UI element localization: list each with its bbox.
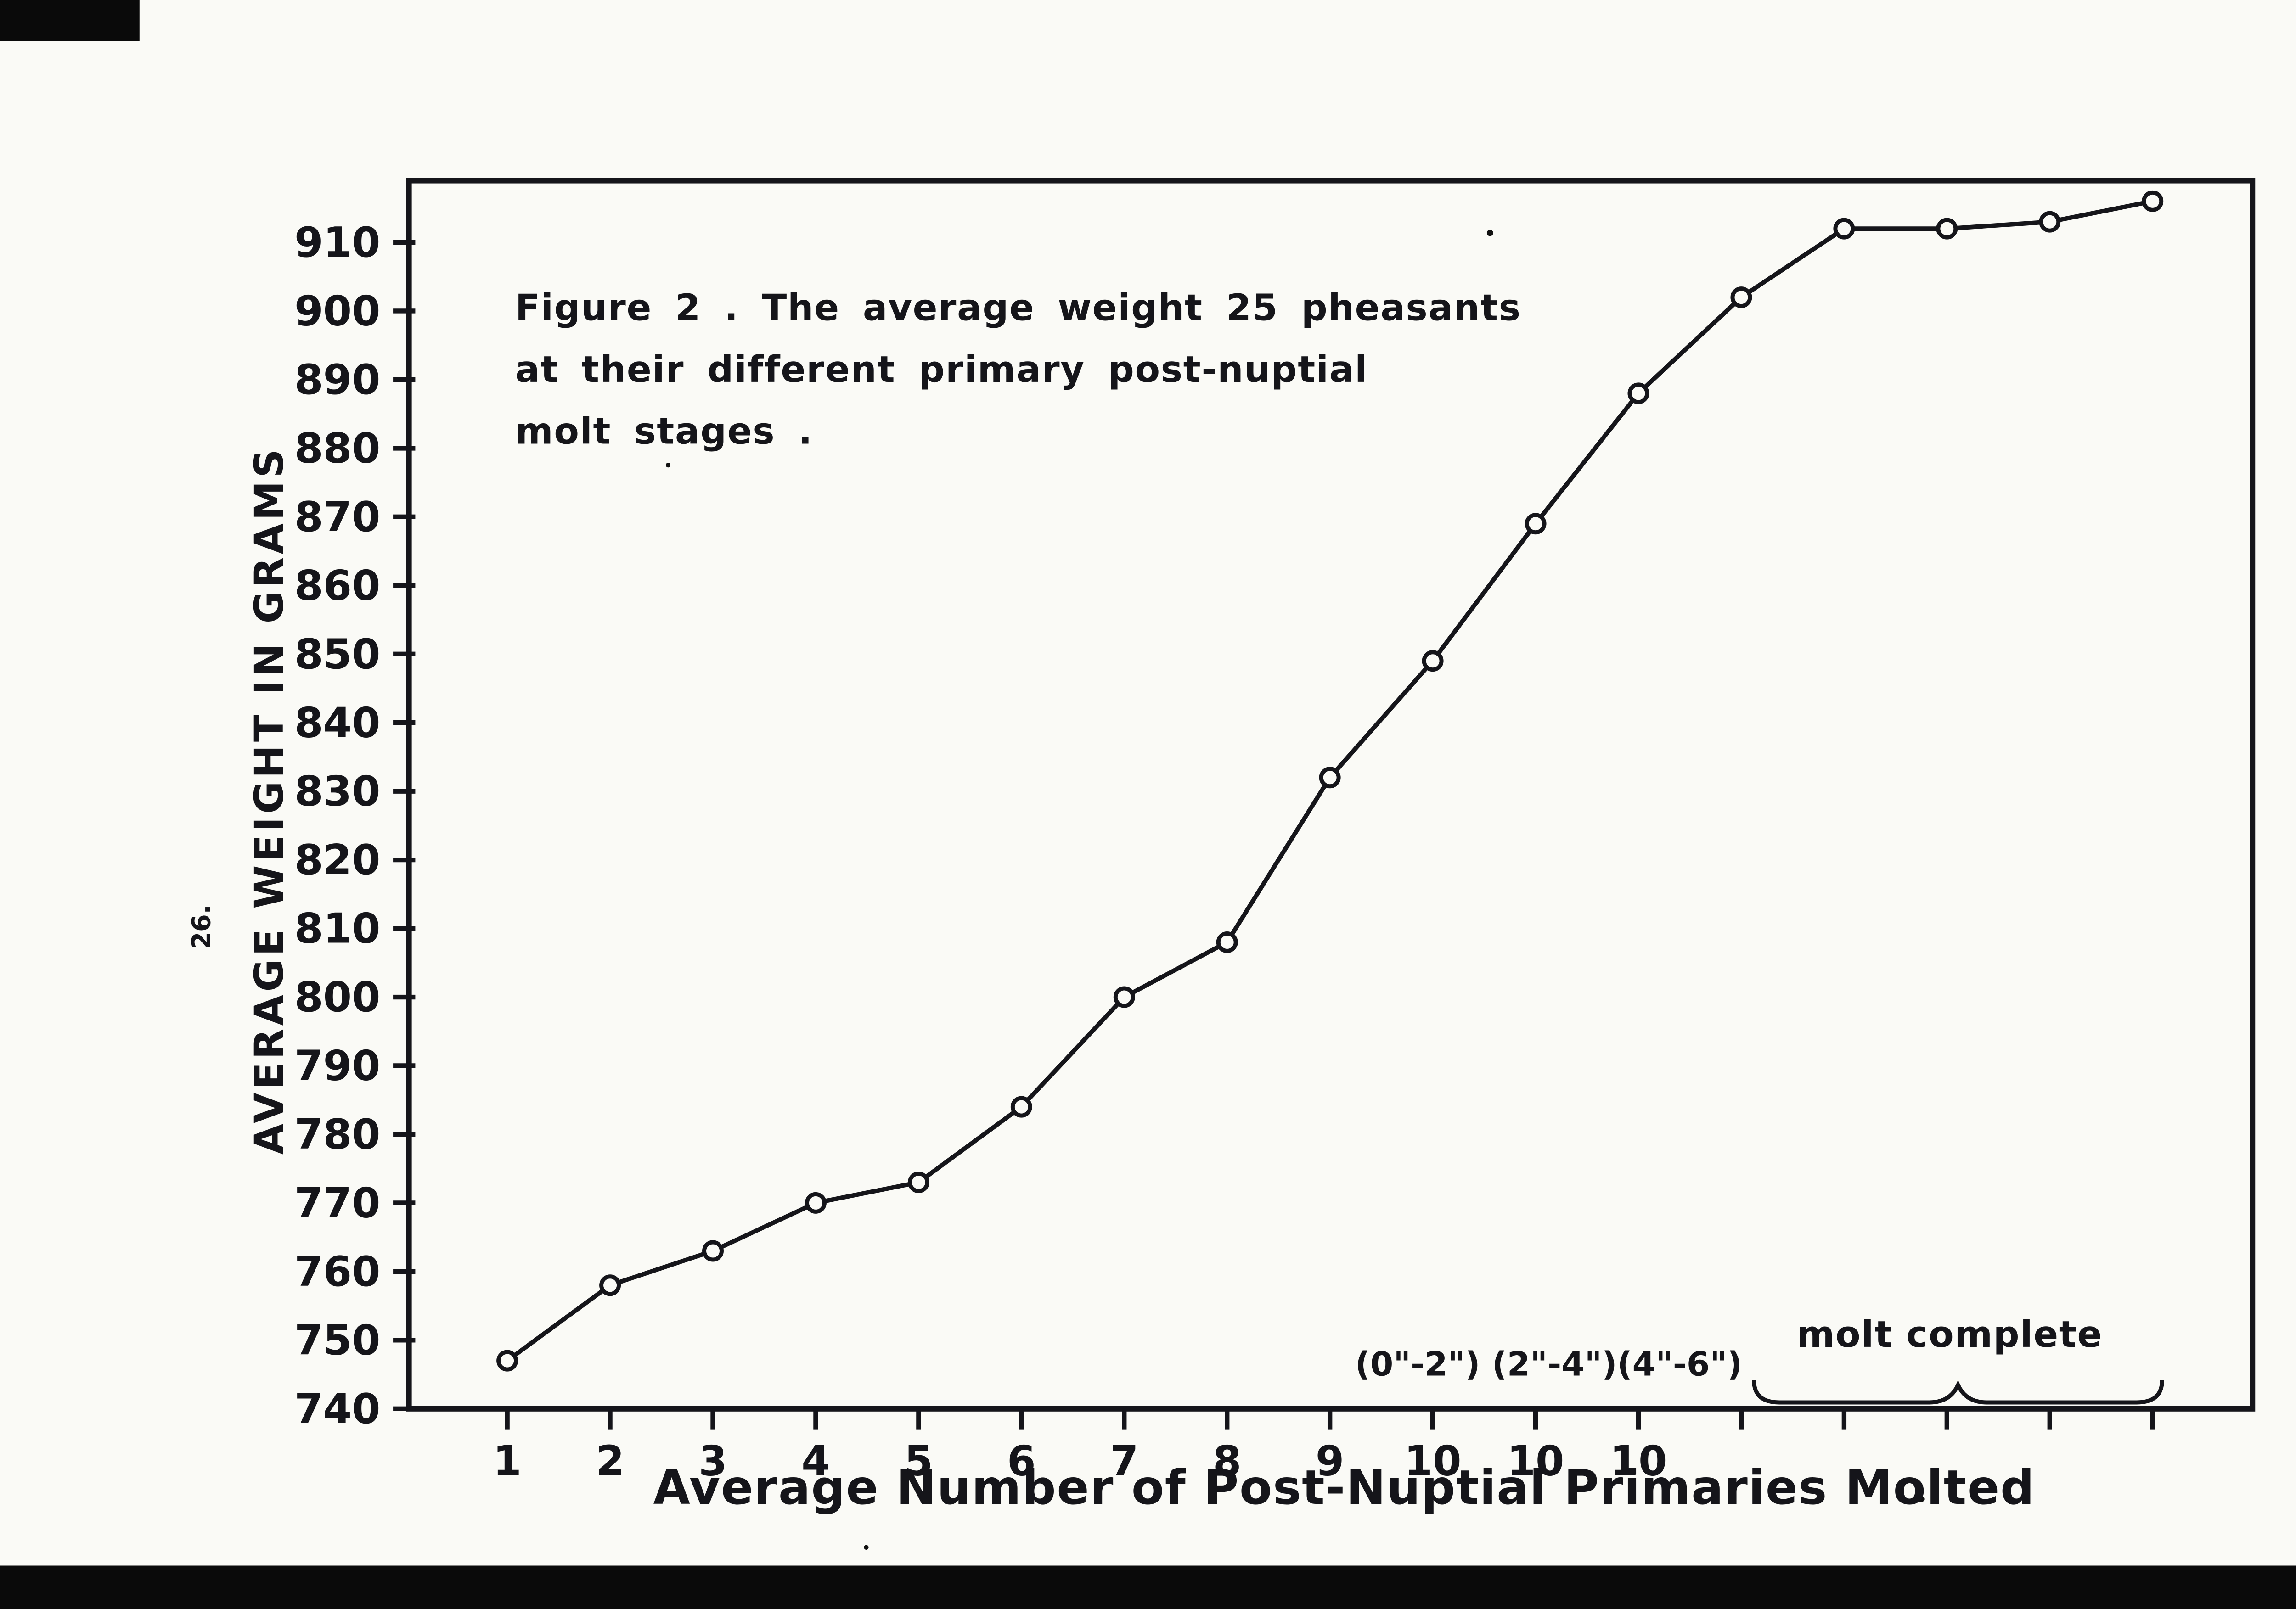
x-tick-label: 8 <box>1213 1438 1241 1486</box>
data-point <box>1010 1096 1032 1118</box>
caption-line-2: at their different primary post-nuptial <box>515 350 1368 392</box>
scan-speck <box>665 462 671 468</box>
y-tick-label: 740 <box>294 1385 380 1433</box>
y-tick-label: 900 <box>294 288 380 336</box>
y-tick-label: 810 <box>294 905 380 953</box>
figure-caption: Figure 2 . The average weight 25 pheasan… <box>515 279 1521 465</box>
data-point <box>702 1240 724 1262</box>
y-tick-label: 800 <box>294 974 380 1021</box>
y-tick-label: 840 <box>294 699 380 747</box>
feather-growth-annotation: (0"-2") (2"-4")(4"-6") <box>1355 1345 1743 1384</box>
scan-speck <box>864 1545 869 1550</box>
data-point <box>1319 767 1341 789</box>
y-tick-label: 750 <box>294 1317 380 1364</box>
data-point <box>1525 513 1547 535</box>
x-tick-label: 3 <box>698 1438 727 1486</box>
molt-complete-label: molt complete <box>1796 1315 2103 1357</box>
y-tick-label: 860 <box>294 562 380 610</box>
data-point <box>1833 218 1855 240</box>
x-tick-label: 9 <box>1316 1438 1344 1486</box>
y-tick-label: 850 <box>294 631 380 678</box>
y-tick-label: 910 <box>294 219 380 267</box>
x-tick-label: 1 <box>493 1438 521 1486</box>
y-tick-label: 820 <box>294 836 380 884</box>
x-tick-label: 5 <box>904 1438 933 1486</box>
x-tick-label: 6 <box>1007 1438 1035 1486</box>
y-tick-label: 770 <box>294 1179 380 1227</box>
data-point <box>1113 986 1135 1008</box>
x-tick-label: 10 <box>1404 1438 1462 1486</box>
caption-line-3: molt stages . <box>515 412 813 454</box>
x-axis-title: Average Number of Post-Nuptial Primaries… <box>653 1461 2035 1517</box>
x-tick-label: 2 <box>596 1438 624 1486</box>
data-point <box>1627 382 1649 404</box>
scan-artifact-bottom-bar <box>0 1565 2296 1609</box>
scan-speck <box>1486 230 1493 236</box>
x-tick-label: 7 <box>1110 1438 1138 1486</box>
x-tick-label: 10 <box>1610 1438 1667 1486</box>
caption-line-1: Figure 2 . The average weight 25 pheasan… <box>515 288 1521 330</box>
x-tick-label: 4 <box>801 1438 830 1486</box>
data-point <box>599 1274 621 1296</box>
molt-complete-brace <box>1752 1380 2164 1405</box>
y-tick-label: 780 <box>294 1111 380 1159</box>
y-tick-label: 790 <box>294 1043 380 1090</box>
y-tick-label: 830 <box>294 768 380 816</box>
x-tick-label: 10 <box>1507 1438 1564 1486</box>
data-point <box>2142 190 2164 212</box>
y-tick-label: 760 <box>294 1248 380 1296</box>
data-point <box>496 1350 518 1372</box>
scan-speck <box>1918 1496 1925 1502</box>
data-point <box>2039 211 2061 233</box>
scan-artifact-topleft <box>0 0 140 41</box>
y-tick-label: 870 <box>294 493 380 541</box>
data-point <box>1216 931 1238 953</box>
data-point <box>1422 650 1444 672</box>
y-tick-label: 890 <box>294 356 380 404</box>
data-point <box>1730 286 1752 308</box>
y-tick-label: 880 <box>294 425 380 472</box>
plot-border <box>406 178 2256 1412</box>
data-point <box>805 1192 827 1214</box>
data-point <box>907 1172 929 1194</box>
data-point <box>1936 218 1958 240</box>
